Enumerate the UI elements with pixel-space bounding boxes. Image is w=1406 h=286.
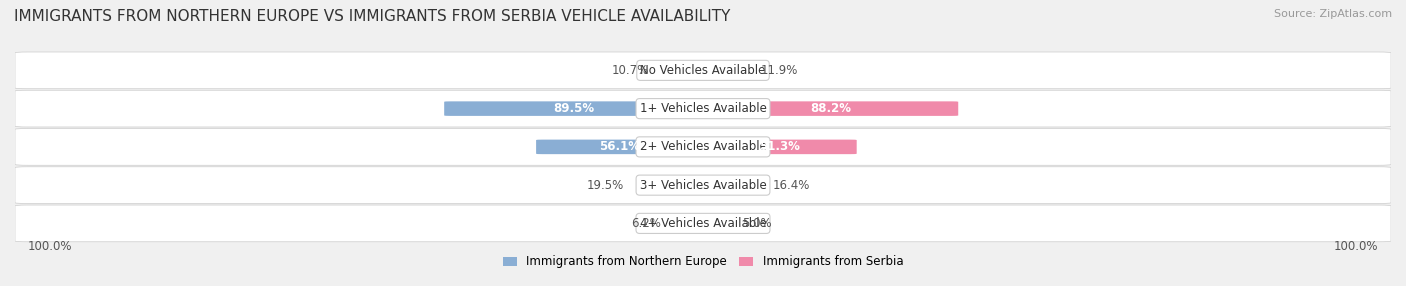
FancyBboxPatch shape: [637, 178, 703, 192]
Text: 5.0%: 5.0%: [742, 217, 772, 230]
FancyBboxPatch shape: [703, 140, 856, 154]
Text: No Vehicles Available: No Vehicles Available: [640, 64, 766, 77]
FancyBboxPatch shape: [15, 52, 1391, 89]
Text: 51.3%: 51.3%: [759, 140, 800, 153]
Text: 6.2%: 6.2%: [631, 217, 661, 230]
FancyBboxPatch shape: [703, 216, 730, 231]
FancyBboxPatch shape: [15, 90, 1391, 127]
Text: 4+ Vehicles Available: 4+ Vehicles Available: [640, 217, 766, 230]
FancyBboxPatch shape: [703, 63, 748, 78]
Text: Source: ZipAtlas.com: Source: ZipAtlas.com: [1274, 9, 1392, 19]
Legend: Immigrants from Northern Europe, Immigrants from Serbia: Immigrants from Northern Europe, Immigra…: [503, 255, 903, 268]
Text: 11.9%: 11.9%: [761, 64, 799, 77]
Text: IMMIGRANTS FROM NORTHERN EUROPE VS IMMIGRANTS FROM SERBIA VEHICLE AVAILABILITY: IMMIGRANTS FROM NORTHERN EUROPE VS IMMIG…: [14, 9, 731, 23]
Text: 88.2%: 88.2%: [810, 102, 851, 115]
Text: 2+ Vehicles Available: 2+ Vehicles Available: [640, 140, 766, 153]
FancyBboxPatch shape: [673, 216, 703, 231]
FancyBboxPatch shape: [661, 63, 703, 78]
Text: 89.5%: 89.5%: [553, 102, 595, 115]
Text: 10.7%: 10.7%: [612, 64, 648, 77]
Text: 56.1%: 56.1%: [599, 140, 640, 153]
Text: 16.4%: 16.4%: [773, 179, 810, 192]
Text: 19.5%: 19.5%: [588, 179, 624, 192]
FancyBboxPatch shape: [703, 178, 761, 192]
FancyBboxPatch shape: [703, 101, 959, 116]
FancyBboxPatch shape: [15, 205, 1391, 242]
FancyBboxPatch shape: [444, 101, 703, 116]
Text: 1+ Vehicles Available: 1+ Vehicles Available: [640, 102, 766, 115]
Text: 100.0%: 100.0%: [28, 240, 72, 253]
Text: 100.0%: 100.0%: [1334, 240, 1378, 253]
FancyBboxPatch shape: [15, 167, 1391, 204]
Text: 3+ Vehicles Available: 3+ Vehicles Available: [640, 179, 766, 192]
FancyBboxPatch shape: [536, 140, 703, 154]
FancyBboxPatch shape: [15, 128, 1391, 165]
